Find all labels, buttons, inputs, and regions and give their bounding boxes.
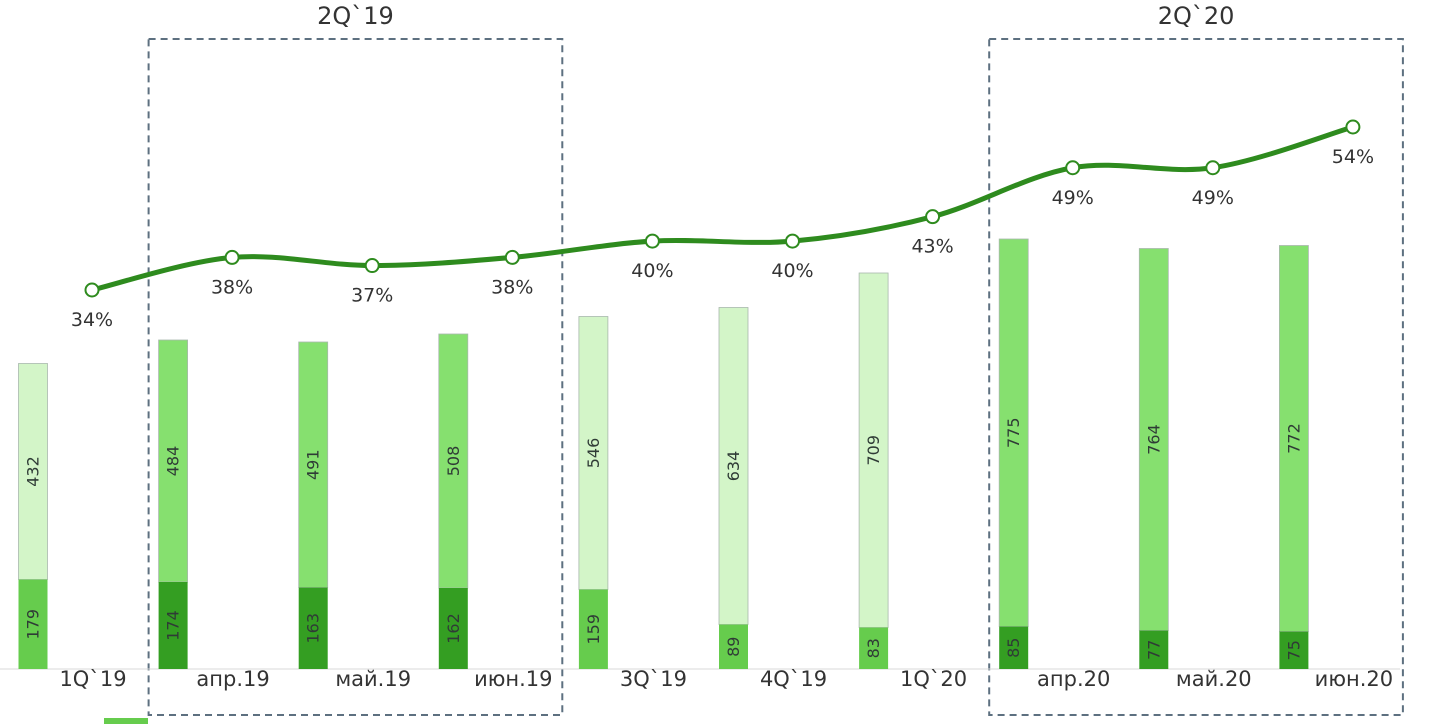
line-point <box>1065 160 1081 176</box>
bar-top-segment <box>438 333 469 589</box>
line-point <box>364 258 380 274</box>
bar-bottom-segment <box>999 626 1029 669</box>
bar-top-value-label: 634 <box>724 451 743 482</box>
bar-bottom-segment <box>719 624 748 669</box>
percentage-label: 40% <box>771 260 813 282</box>
percentage-label: 34% <box>71 309 113 331</box>
bar-bottom-segment <box>1279 631 1309 669</box>
x-tick-label: май.19 <box>335 667 411 691</box>
bars <box>0 238 1400 670</box>
labels: 432 179 1Q`19 484 174 апр.19 491 163 май.19 508 16… <box>24 146 1394 691</box>
bar-top-value-label: 775 <box>1004 417 1023 448</box>
bar-bottom-value-label: 163 <box>304 613 323 644</box>
group-label: 2Q`20 <box>1158 2 1235 30</box>
bar-top-value-label: 432 <box>24 456 43 487</box>
bar-bottom-value-label: 179 <box>24 609 43 640</box>
bar-top-value-label: 709 <box>864 435 883 466</box>
percentage-label: 37% <box>351 285 393 307</box>
bar-bottom-segment <box>158 582 188 669</box>
group-label: 2Q`19 <box>317 2 394 30</box>
bar-bottom-value-label: 174 <box>164 610 183 641</box>
percentage-line <box>84 119 1361 298</box>
bar-top-segment <box>858 272 889 628</box>
bar-top-value-label: 546 <box>584 438 603 469</box>
line-point <box>224 249 240 265</box>
bar-bottom-segment <box>859 627 889 669</box>
line-point <box>1205 160 1221 176</box>
bar-bottom-value-label: 89 <box>724 637 743 657</box>
bar-top-value-label: 491 <box>304 449 323 480</box>
bar-top-segment <box>718 307 749 625</box>
percentage-label: 49% <box>1192 187 1234 209</box>
bar-top-segment <box>298 341 329 588</box>
group-frame <box>988 38 1404 716</box>
bar-top-segment <box>578 316 609 590</box>
x-tick-label: июн.19 <box>474 667 552 691</box>
group-frames: 2Q`19 2Q`20 <box>147 2 1404 716</box>
bar-top-segment <box>1138 248 1169 631</box>
group-frame <box>147 38 564 716</box>
bar-top-value-label: 764 <box>1144 424 1163 455</box>
legend-swatch <box>104 718 148 724</box>
line-point <box>1345 119 1361 135</box>
percentage-label: 38% <box>491 276 533 298</box>
percentage-label: 43% <box>911 236 953 258</box>
bar-top-segment <box>1279 245 1309 632</box>
bar-top-segment <box>998 238 1029 627</box>
bar-bottom-segment <box>1139 630 1169 669</box>
bar-bottom-segment <box>298 587 328 669</box>
bar-top-value-label: 772 <box>1284 423 1303 454</box>
x-tick-label: июн.20 <box>1315 667 1393 691</box>
bar-bottom-segment <box>18 579 48 669</box>
bar-bottom-segment <box>578 589 608 669</box>
percentage-line-path <box>89 124 1356 293</box>
x-tick-label: 1Q`19 <box>59 667 126 691</box>
bar-bottom-segment <box>438 588 468 669</box>
x-tick-label: май.20 <box>1176 667 1252 691</box>
percentage-label: 49% <box>1052 187 1094 209</box>
bar-bottom-value-label: 77 <box>1144 640 1163 660</box>
x-tick-label: апр.19 <box>196 667 269 691</box>
line-point <box>644 233 660 249</box>
x-tick-label: 1Q`20 <box>900 667 967 691</box>
percentage-label: 40% <box>631 260 673 282</box>
line-point <box>925 209 941 225</box>
bar-bottom-value-label: 159 <box>584 614 603 645</box>
bar-bottom-value-label: 83 <box>864 638 883 658</box>
bar-top-value-label: 508 <box>444 446 463 477</box>
line-point <box>504 249 520 265</box>
line-point <box>84 282 100 298</box>
bar-bottom-value-label: 162 <box>444 613 463 644</box>
bar-top-value-label: 484 <box>164 446 183 477</box>
x-tick-label: апр.20 <box>1037 667 1110 691</box>
percentage-label: 54% <box>1332 146 1374 168</box>
x-tick-label: 3Q`19 <box>620 667 687 691</box>
line-point <box>785 233 800 249</box>
x-tick-label: 4Q`19 <box>760 667 827 691</box>
bar-bottom-value-label: 85 <box>1004 638 1023 658</box>
percentage-label: 38% <box>211 276 253 298</box>
bar-bottom-value-label: 75 <box>1284 640 1303 660</box>
